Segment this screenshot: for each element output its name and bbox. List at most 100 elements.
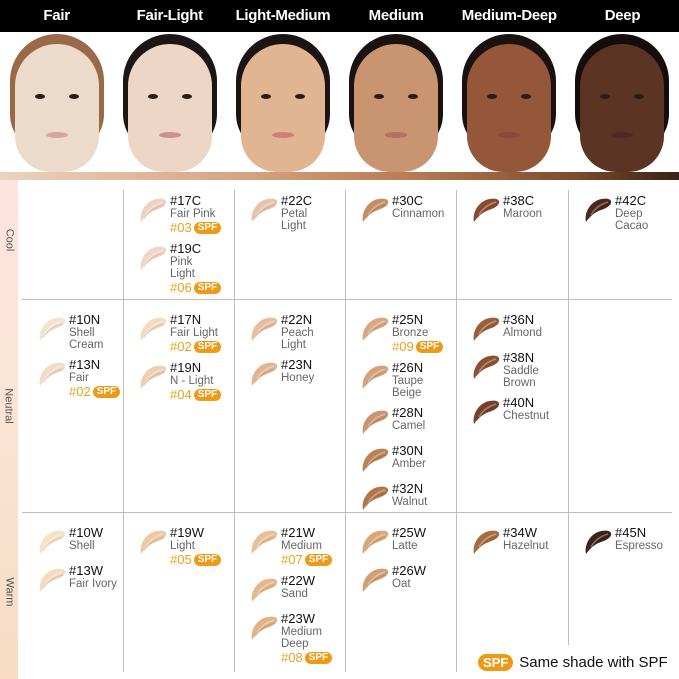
shade-item[interactable]: #26W Oat	[359, 563, 456, 595]
shade-item[interactable]: #10W Shell	[36, 525, 123, 557]
shade-text: #25W Latte	[392, 525, 426, 557]
shade-item[interactable]: #17N Fair Light #02 SPF	[137, 312, 234, 354]
shade-code: #45N	[615, 525, 647, 540]
spf-badge: SPF	[304, 553, 333, 566]
shade-name: Pink Light	[170, 256, 195, 280]
shade-item[interactable]: #38C Maroon	[470, 193, 568, 225]
legend-text: Same shade with SPF	[519, 654, 668, 671]
shade-item[interactable]: #19C Pink Light #06 SPF	[137, 241, 234, 295]
shade-item[interactable]: #23N Honey	[248, 357, 345, 389]
shade-name: Bronze	[392, 327, 429, 339]
column-divider	[123, 190, 124, 672]
shade-swatch-icon	[470, 195, 500, 225]
spf-badge: SPF	[193, 388, 222, 401]
spf-code: #06	[170, 280, 192, 295]
eye	[634, 94, 645, 99]
spf-badge: SPF	[415, 340, 444, 353]
shade-name: Oat	[392, 578, 411, 590]
shade-item[interactable]: #22C Petal Light	[248, 193, 345, 232]
shade-swatch-icon	[248, 359, 278, 389]
shade-code: #13W	[69, 563, 103, 578]
spf-code: #02	[170, 339, 192, 354]
shade-code: #38N	[503, 350, 535, 365]
shade-item[interactable]: #23W Medium Deep #08 SPF	[248, 611, 345, 665]
shade-text: #34W Hazelnut	[503, 525, 548, 557]
shade-swatch-icon	[359, 195, 389, 225]
shade-text: #13N Fair #02 SPF	[69, 357, 121, 399]
eye	[181, 94, 192, 99]
model-face	[340, 32, 453, 172]
spf-shade: #02 SPF	[170, 339, 222, 354]
shade-text: #26W Oat	[392, 563, 426, 595]
spf-code: #05	[170, 552, 192, 567]
shade-item[interactable]: #26N Taupe Beige	[359, 360, 456, 399]
shade-item[interactable]: #13N Fair #02 SPF	[36, 357, 123, 399]
model-face	[0, 32, 113, 172]
lips	[158, 132, 181, 138]
shade-item[interactable]: #38N Saddle Brown	[470, 350, 568, 389]
shade-name: Cinnamon	[392, 208, 445, 220]
shade-item[interactable]: #30C Cinnamon	[359, 193, 456, 225]
shade-item[interactable]: #13W Fair Ivory	[36, 563, 123, 595]
model-face	[566, 32, 679, 172]
shade-item[interactable]: #22W Sand	[248, 573, 345, 605]
shade-cell: #17C Fair Pink #03 SPF #19C Pink Light #06 SPF	[123, 193, 234, 301]
shade-code: #36N	[503, 312, 535, 327]
shade-code: #21W	[281, 525, 315, 540]
shade-code: #26W	[392, 563, 426, 578]
shade-swatch-icon	[36, 359, 66, 389]
undertone-label: Neutral	[0, 299, 18, 512]
tone-gradient-bar	[0, 172, 679, 180]
eye	[521, 94, 532, 99]
shade-cell: #10W Shell #13W Fair Ivory	[22, 525, 123, 601]
shade-name: Amber	[392, 458, 426, 470]
shade-name: Medium Deep	[281, 626, 322, 650]
shade-item[interactable]: #22N Peach Light	[248, 312, 345, 351]
shade-name: Light	[170, 540, 195, 552]
shade-item[interactable]: #32N Walnut	[359, 481, 456, 513]
spf-code: #08	[281, 650, 303, 665]
shade-code: #38C	[503, 193, 535, 208]
shade-item[interactable]: #21W Medium #07 SPF	[248, 525, 345, 567]
shade-cell: #21W Medium #07 SPF #22W Sand #23W Medium Deep #…	[234, 525, 345, 671]
shade-name: Saddle Brown	[503, 365, 539, 389]
face-skin	[467, 44, 552, 172]
shade-code: #23N	[281, 357, 313, 372]
shade-code: #30N	[392, 443, 424, 458]
eye	[487, 94, 498, 99]
shade-name: Camel	[392, 420, 426, 432]
face-skin	[354, 44, 439, 172]
spf-shade: #03 SPF	[170, 220, 222, 235]
shade-name: Medium	[281, 540, 322, 552]
shade-text: #10W Shell	[69, 525, 103, 557]
column-header: Light-Medium	[235, 7, 331, 24]
spf-shade: #07 SPF	[281, 552, 333, 567]
lips	[498, 132, 521, 138]
shade-item[interactable]: #42C Deep Cacao	[582, 193, 679, 232]
spf-shade: #05 SPF	[170, 552, 222, 567]
shade-item[interactable]: #36N Almond	[470, 312, 568, 344]
column-header: Medium-Deep	[461, 7, 557, 24]
shade-item[interactable]: #19N N - Light #04 SPF	[137, 360, 234, 402]
shade-item[interactable]: #28N Camel	[359, 405, 456, 437]
spf-code: #09	[392, 339, 414, 354]
face-skin	[14, 44, 99, 172]
shade-item[interactable]: #40N Chestnut	[470, 395, 568, 427]
column-divider	[568, 190, 569, 645]
shade-code: #32N	[392, 481, 424, 496]
shade-item[interactable]: #25W Latte	[359, 525, 456, 557]
shade-item[interactable]: #34W Hazelnut	[470, 525, 568, 557]
shade-item[interactable]: #45N Espresso	[582, 525, 679, 557]
shade-cell: #38C Maroon	[456, 193, 568, 231]
shade-name: Almond	[503, 327, 542, 339]
shade-item[interactable]: #17C Fair Pink #03 SPF	[137, 193, 234, 235]
shade-item[interactable]: #10N Shell Cream	[36, 312, 123, 351]
spf-badge: SPF	[193, 221, 222, 234]
shade-item[interactable]: #19W Light #05 SPF	[137, 525, 234, 567]
shade-item[interactable]: #30N Amber	[359, 443, 456, 475]
shade-text: #23N Honey	[281, 357, 314, 389]
shade-code: #28N	[392, 405, 424, 420]
shade-name: Espresso	[615, 540, 663, 552]
column-divider	[234, 190, 235, 672]
shade-item[interactable]: #25N Bronze #09 SPF	[359, 312, 456, 354]
